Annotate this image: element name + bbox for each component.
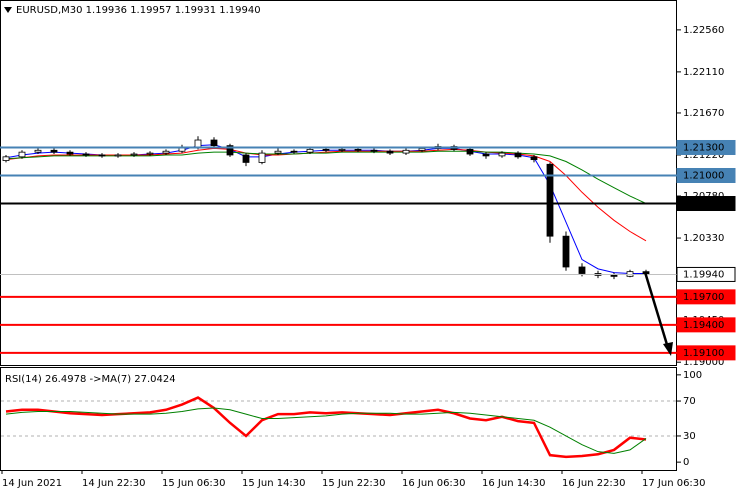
rsi-line	[5, 396, 647, 459]
candle-body	[578, 266, 586, 274]
candle-body	[2, 156, 10, 161]
candle-body	[370, 149, 378, 152]
candle-body	[114, 154, 122, 157]
y-tick-label: 1.19000	[683, 357, 724, 368]
rsi-frame	[0, 367, 677, 471]
level-label-box	[676, 345, 736, 361]
candle-body	[130, 153, 138, 156]
y-tick-label: 0	[683, 457, 689, 468]
level-label-box	[676, 167, 736, 183]
x-tick-label: 17 Jun 06:30	[642, 478, 706, 489]
x-tick-label: 14 Jun 22:30	[82, 478, 146, 489]
x-tick-label: 16 Jun 06:30	[402, 478, 466, 489]
y-tick-label: 100	[683, 370, 702, 381]
x-tick-label: 16 Jun 22:30	[562, 478, 626, 489]
x-tick-label: 15 Jun 22:30	[322, 478, 386, 489]
main-frame	[0, 0, 677, 366]
candle-body	[466, 148, 474, 155]
candle-body	[82, 153, 90, 156]
y-tick-label: 30	[683, 431, 696, 442]
candle-body	[610, 274, 618, 277]
moving-average	[5, 150, 647, 204]
rsi-title: RSI(14) 26.4978 ->MA(7) 27.0424	[5, 374, 176, 385]
candle-body	[402, 149, 410, 154]
candle-body	[498, 152, 506, 157]
candle-body	[482, 153, 490, 157]
x-tick-label: 15 Jun 06:30	[162, 478, 226, 489]
level-label: 1.21000	[683, 170, 724, 181]
candle-body	[338, 148, 346, 151]
level-label: 1.21300	[683, 142, 724, 153]
candle-body	[66, 151, 74, 155]
y-tick-label: 1.21670	[683, 108, 724, 119]
level-label-box	[676, 196, 736, 212]
candle-body	[546, 163, 554, 237]
candle-body	[226, 145, 234, 156]
candle-body	[274, 150, 282, 154]
candle-body	[306, 148, 314, 153]
candle-body	[354, 148, 362, 151]
candle-body	[242, 154, 250, 163]
candle-body	[322, 148, 330, 151]
arrow-annotation	[643, 271, 670, 349]
rsi-ma-line	[5, 407, 647, 454]
level-label-box	[676, 317, 736, 333]
x-tick-label: 14 Jun 2021	[2, 478, 62, 489]
y-tick-label: 1.21220	[683, 150, 724, 161]
candle-body	[50, 149, 58, 153]
level-label: 1.19100	[683, 348, 724, 359]
level-label-box	[676, 266, 736, 282]
candle-body	[562, 235, 570, 268]
candle-body	[386, 150, 394, 154]
candle-body	[514, 152, 522, 158]
arrow-head	[663, 342, 673, 356]
chart-title: EURUSD,M30 1.19936 1.19957 1.19931 1.199…	[16, 5, 261, 16]
y-tick-label: 1.22560	[683, 25, 724, 36]
candle-body	[194, 139, 202, 148]
y-tick-label: 1.20330	[683, 233, 724, 244]
candle-body	[18, 151, 26, 158]
y-tick-label: 1.22110	[683, 67, 724, 78]
y-tick-label: 70	[683, 396, 696, 407]
level-label: 1.20700	[683, 199, 724, 210]
title-marker	[4, 7, 12, 13]
candle-body	[34, 149, 42, 153]
level-label-box	[676, 289, 736, 305]
level-label-box	[676, 139, 736, 155]
candle-body	[258, 152, 266, 163]
candle-body	[98, 154, 106, 157]
candle-body	[530, 156, 538, 161]
x-tick-label: 16 Jun 14:30	[482, 478, 546, 489]
candle-body	[146, 152, 154, 155]
level-label: 1.19940	[683, 269, 724, 280]
candle-body	[418, 148, 426, 151]
candle-body	[290, 150, 298, 153]
level-label: 1.19700	[683, 292, 724, 303]
candle-body	[162, 150, 170, 154]
level-label: 1.19400	[683, 320, 724, 331]
candle-body	[210, 139, 218, 147]
x-tick-label: 15 Jun 14:30	[242, 478, 306, 489]
